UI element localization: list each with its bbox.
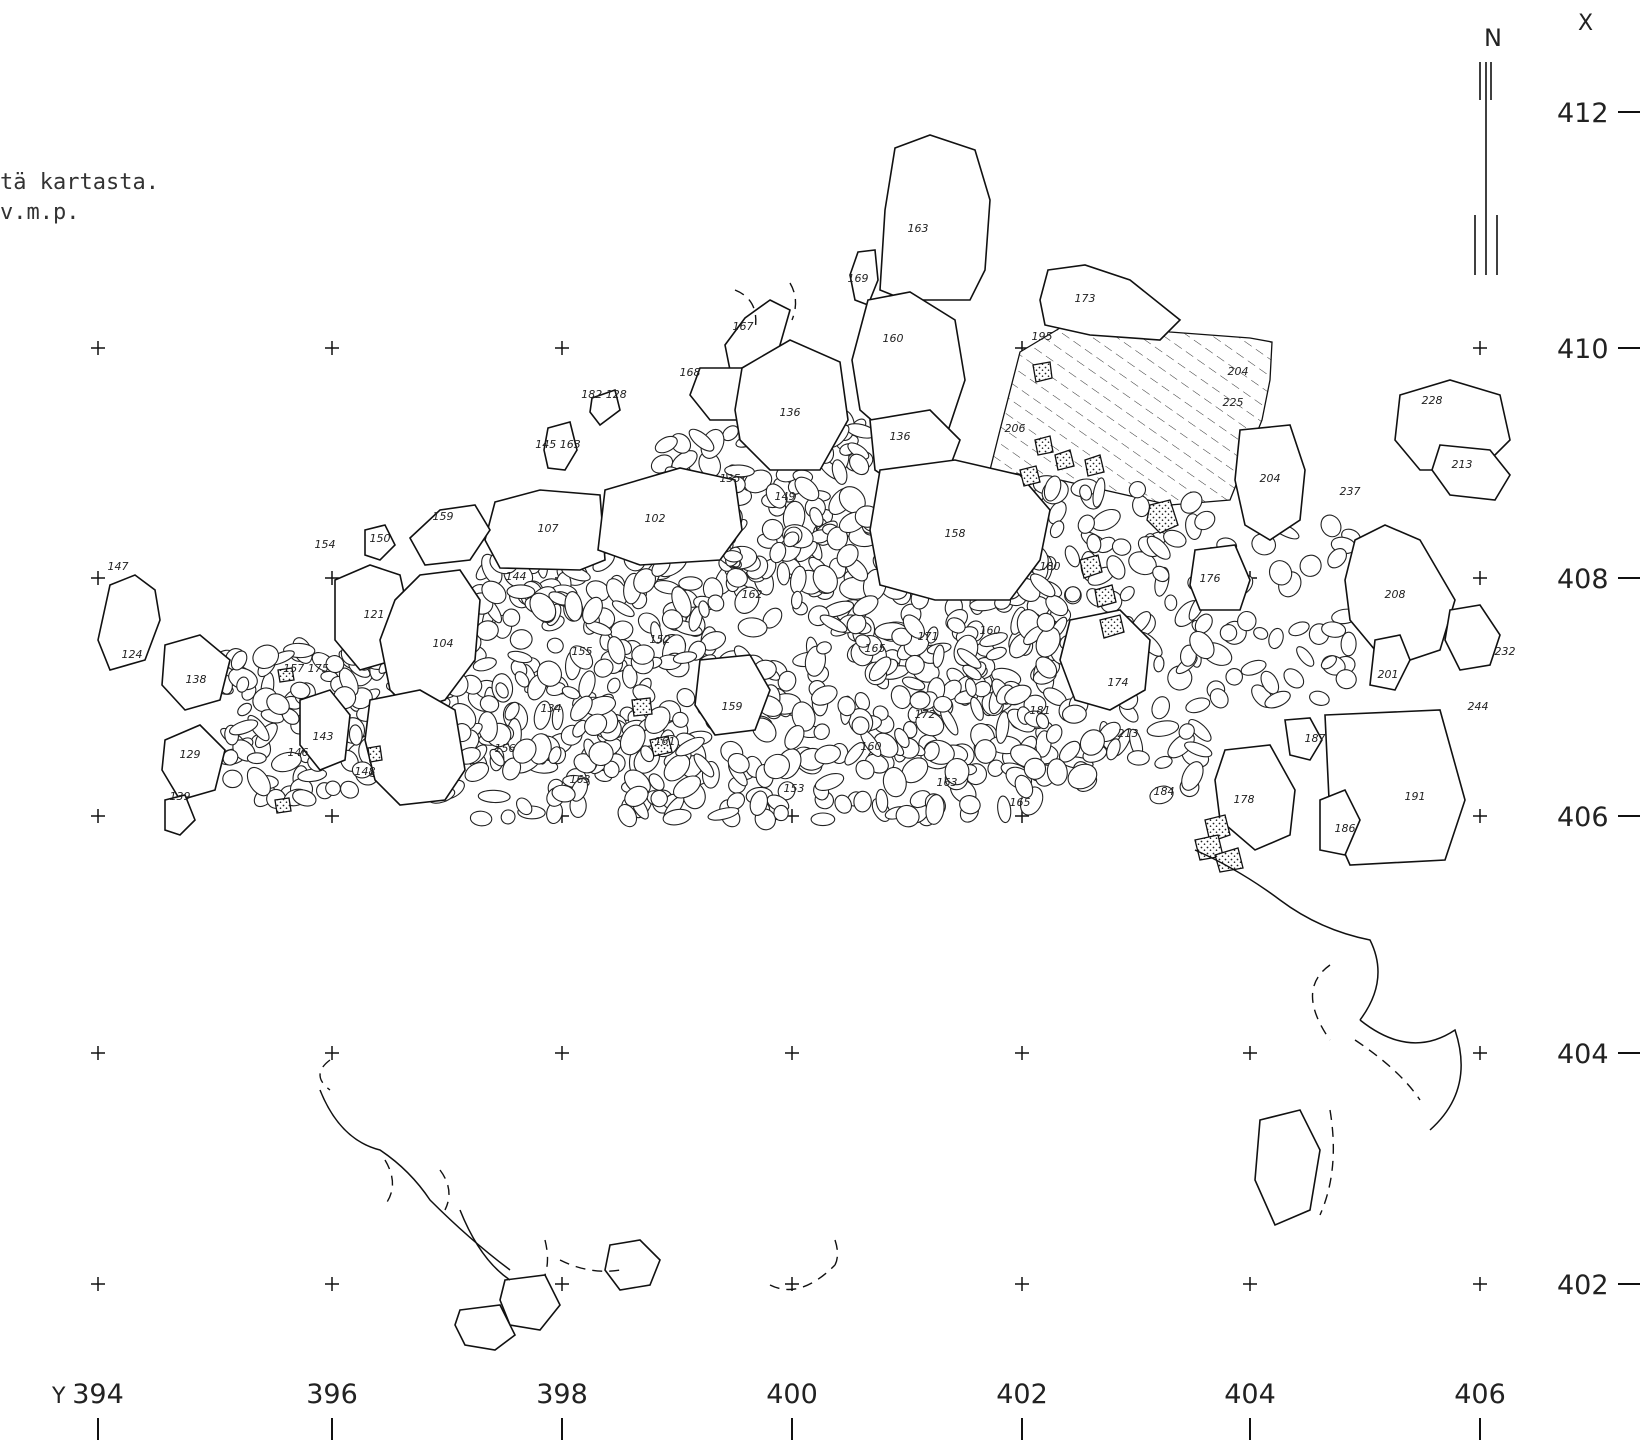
stippled-stones xyxy=(274,361,1244,873)
stone-label-s121: 121 xyxy=(364,608,385,621)
stone-label-s174: 174 xyxy=(1108,676,1129,689)
stone-label-s136b: 136 xyxy=(890,430,911,443)
stone-label-s163a: 163 xyxy=(908,222,929,235)
stone-label-s160b: 160 xyxy=(980,624,1001,637)
x-axis-ticks: 412 410 408 406 404 402 xyxy=(1557,98,1640,1301)
stone-label-s180: 180 xyxy=(1040,560,1061,573)
stone-label-s206: 206 xyxy=(1005,422,1026,435)
stone-label-s158: 158 xyxy=(945,527,966,540)
x-tick-label: 408 xyxy=(1557,564,1609,595)
stone-label-s144: 144 xyxy=(506,570,527,583)
stone-label-s157: 157 175 xyxy=(283,662,329,675)
y-tick-label: 396 xyxy=(306,1379,358,1410)
stone-label-s225: 225 xyxy=(1223,396,1244,409)
y-tick-label: 398 xyxy=(536,1379,588,1410)
stone-label-s169: 169 xyxy=(848,272,869,285)
stone-label-s134: 134 xyxy=(541,702,562,715)
stone-label-s163c: 163 xyxy=(937,776,958,789)
stone-label-s129: 129 xyxy=(180,748,201,761)
stone-label-s181: 181 xyxy=(1030,704,1051,717)
north-arrow-label: N xyxy=(1484,24,1502,52)
stone-label-s148: 148 xyxy=(355,765,376,778)
stone-label-s176: 176 xyxy=(1200,572,1221,585)
stone-label-s172: 172 xyxy=(915,708,936,721)
stone-label-s147: 147 xyxy=(108,560,129,573)
stone-label-s159: 159 xyxy=(433,510,454,523)
stone-label-s143: 143 xyxy=(313,730,334,743)
stone-label-s152: 152 xyxy=(650,633,671,646)
stone-label-s167: 167 xyxy=(733,320,754,333)
stone-label-s138: 138 xyxy=(186,673,207,686)
stone-label-s135: 135 xyxy=(720,472,741,485)
y-axis-label: Y xyxy=(51,1384,66,1409)
stone-label-s165b: 165 xyxy=(1010,796,1031,809)
stone-label-s145: 145 163 xyxy=(535,438,581,451)
stone-label-s191: 191 xyxy=(1405,790,1426,803)
stone-label-s213a: 213 xyxy=(1452,458,1473,471)
y-axis: Y xyxy=(51,1384,66,1409)
stone-label-s160c: 160 xyxy=(861,740,882,753)
stone-label-s173: 173 xyxy=(1075,292,1096,305)
stone-label-s204b: 204 xyxy=(1260,472,1281,485)
north-arrow: N xyxy=(1474,24,1502,275)
stone-label-s149: 149 xyxy=(775,490,796,503)
stone-label-s182: 182 128 xyxy=(581,388,627,401)
stone-label-s171: 171 xyxy=(918,630,939,643)
stone-label-s159b: 159 xyxy=(722,700,743,713)
stone-label-s136a: 136 xyxy=(780,406,801,419)
stone-label-s232: 232 xyxy=(1495,645,1516,658)
x-tick-label: 402 xyxy=(1557,1270,1609,1301)
stone-label-s162: 162 xyxy=(742,588,763,601)
stone-label-s237: 237 xyxy=(1340,485,1361,498)
stone-label-s139: 139 xyxy=(170,790,191,803)
map-note-line-1: tä kartasta. xyxy=(0,170,159,195)
stone-label-s178: 178 xyxy=(1234,793,1255,806)
stone-label-s160a: 160 xyxy=(883,332,904,345)
map-note-line-2: v.m.p. xyxy=(0,200,80,225)
x-tick-label: 410 xyxy=(1557,334,1609,365)
stone-label-s195: 195 xyxy=(1032,330,1053,343)
stone-label-s184: 184 xyxy=(1154,785,1175,798)
y-tick-label: 402 xyxy=(996,1379,1048,1410)
stone-label-s244: 244 xyxy=(1468,700,1489,713)
stone-label-s104: 104 xyxy=(433,637,454,650)
stone-label-s161: 161 xyxy=(655,735,676,748)
y-tick-label: 406 xyxy=(1454,1379,1506,1410)
large-stones xyxy=(97,134,1511,1351)
stone-label-s107: 107 xyxy=(538,522,559,535)
stone-label-s163b: 163 xyxy=(570,773,591,786)
stone-label-s187: 187 xyxy=(1305,732,1326,745)
y-tick-label: 400 xyxy=(766,1379,818,1410)
stone-label-s228: 228 xyxy=(1422,394,1443,407)
stone-label-s155: 155 xyxy=(572,645,593,658)
stone-label-s150: 150 xyxy=(370,532,391,545)
stone-label-s208: 208 xyxy=(1385,588,1406,601)
x-axis-label: X xyxy=(1578,11,1593,36)
stone-label-s168: 168 xyxy=(680,366,701,379)
boundary-lines xyxy=(319,282,1462,1291)
grid-crosses xyxy=(91,341,1487,1291)
x-axis: X xyxy=(1578,11,1593,36)
stone-label-s146: 146 xyxy=(288,746,309,759)
stone-label-s213b: 213 xyxy=(1118,727,1139,740)
x-tick-label: 406 xyxy=(1557,802,1609,833)
stone-label-s165a: 165 xyxy=(865,642,886,655)
stone-label-s154a: 154 xyxy=(315,538,336,551)
x-tick-label: 412 xyxy=(1557,98,1609,129)
stone-label-s102: 102 xyxy=(645,512,666,525)
y-tick-label: 404 xyxy=(1224,1379,1276,1410)
stone-label-s201: 201 xyxy=(1378,668,1399,681)
y-axis-ticks: 394 396 398 400 402 404 406 xyxy=(72,1379,1506,1440)
stone-label-s124: 124 xyxy=(122,648,143,661)
stone-label-s156: 156 xyxy=(495,742,516,755)
stone-labels: 163 169 173 167 160 195 204 228 168 136 136 182 128… xyxy=(108,222,1516,835)
y-tick-label: 394 xyxy=(72,1379,124,1410)
stone-label-s186: 186 xyxy=(1335,822,1356,835)
x-tick-label: 404 xyxy=(1557,1039,1609,1070)
stone-label-s204a: 204 xyxy=(1228,365,1249,378)
stone-label-s153: 153 xyxy=(784,782,805,795)
